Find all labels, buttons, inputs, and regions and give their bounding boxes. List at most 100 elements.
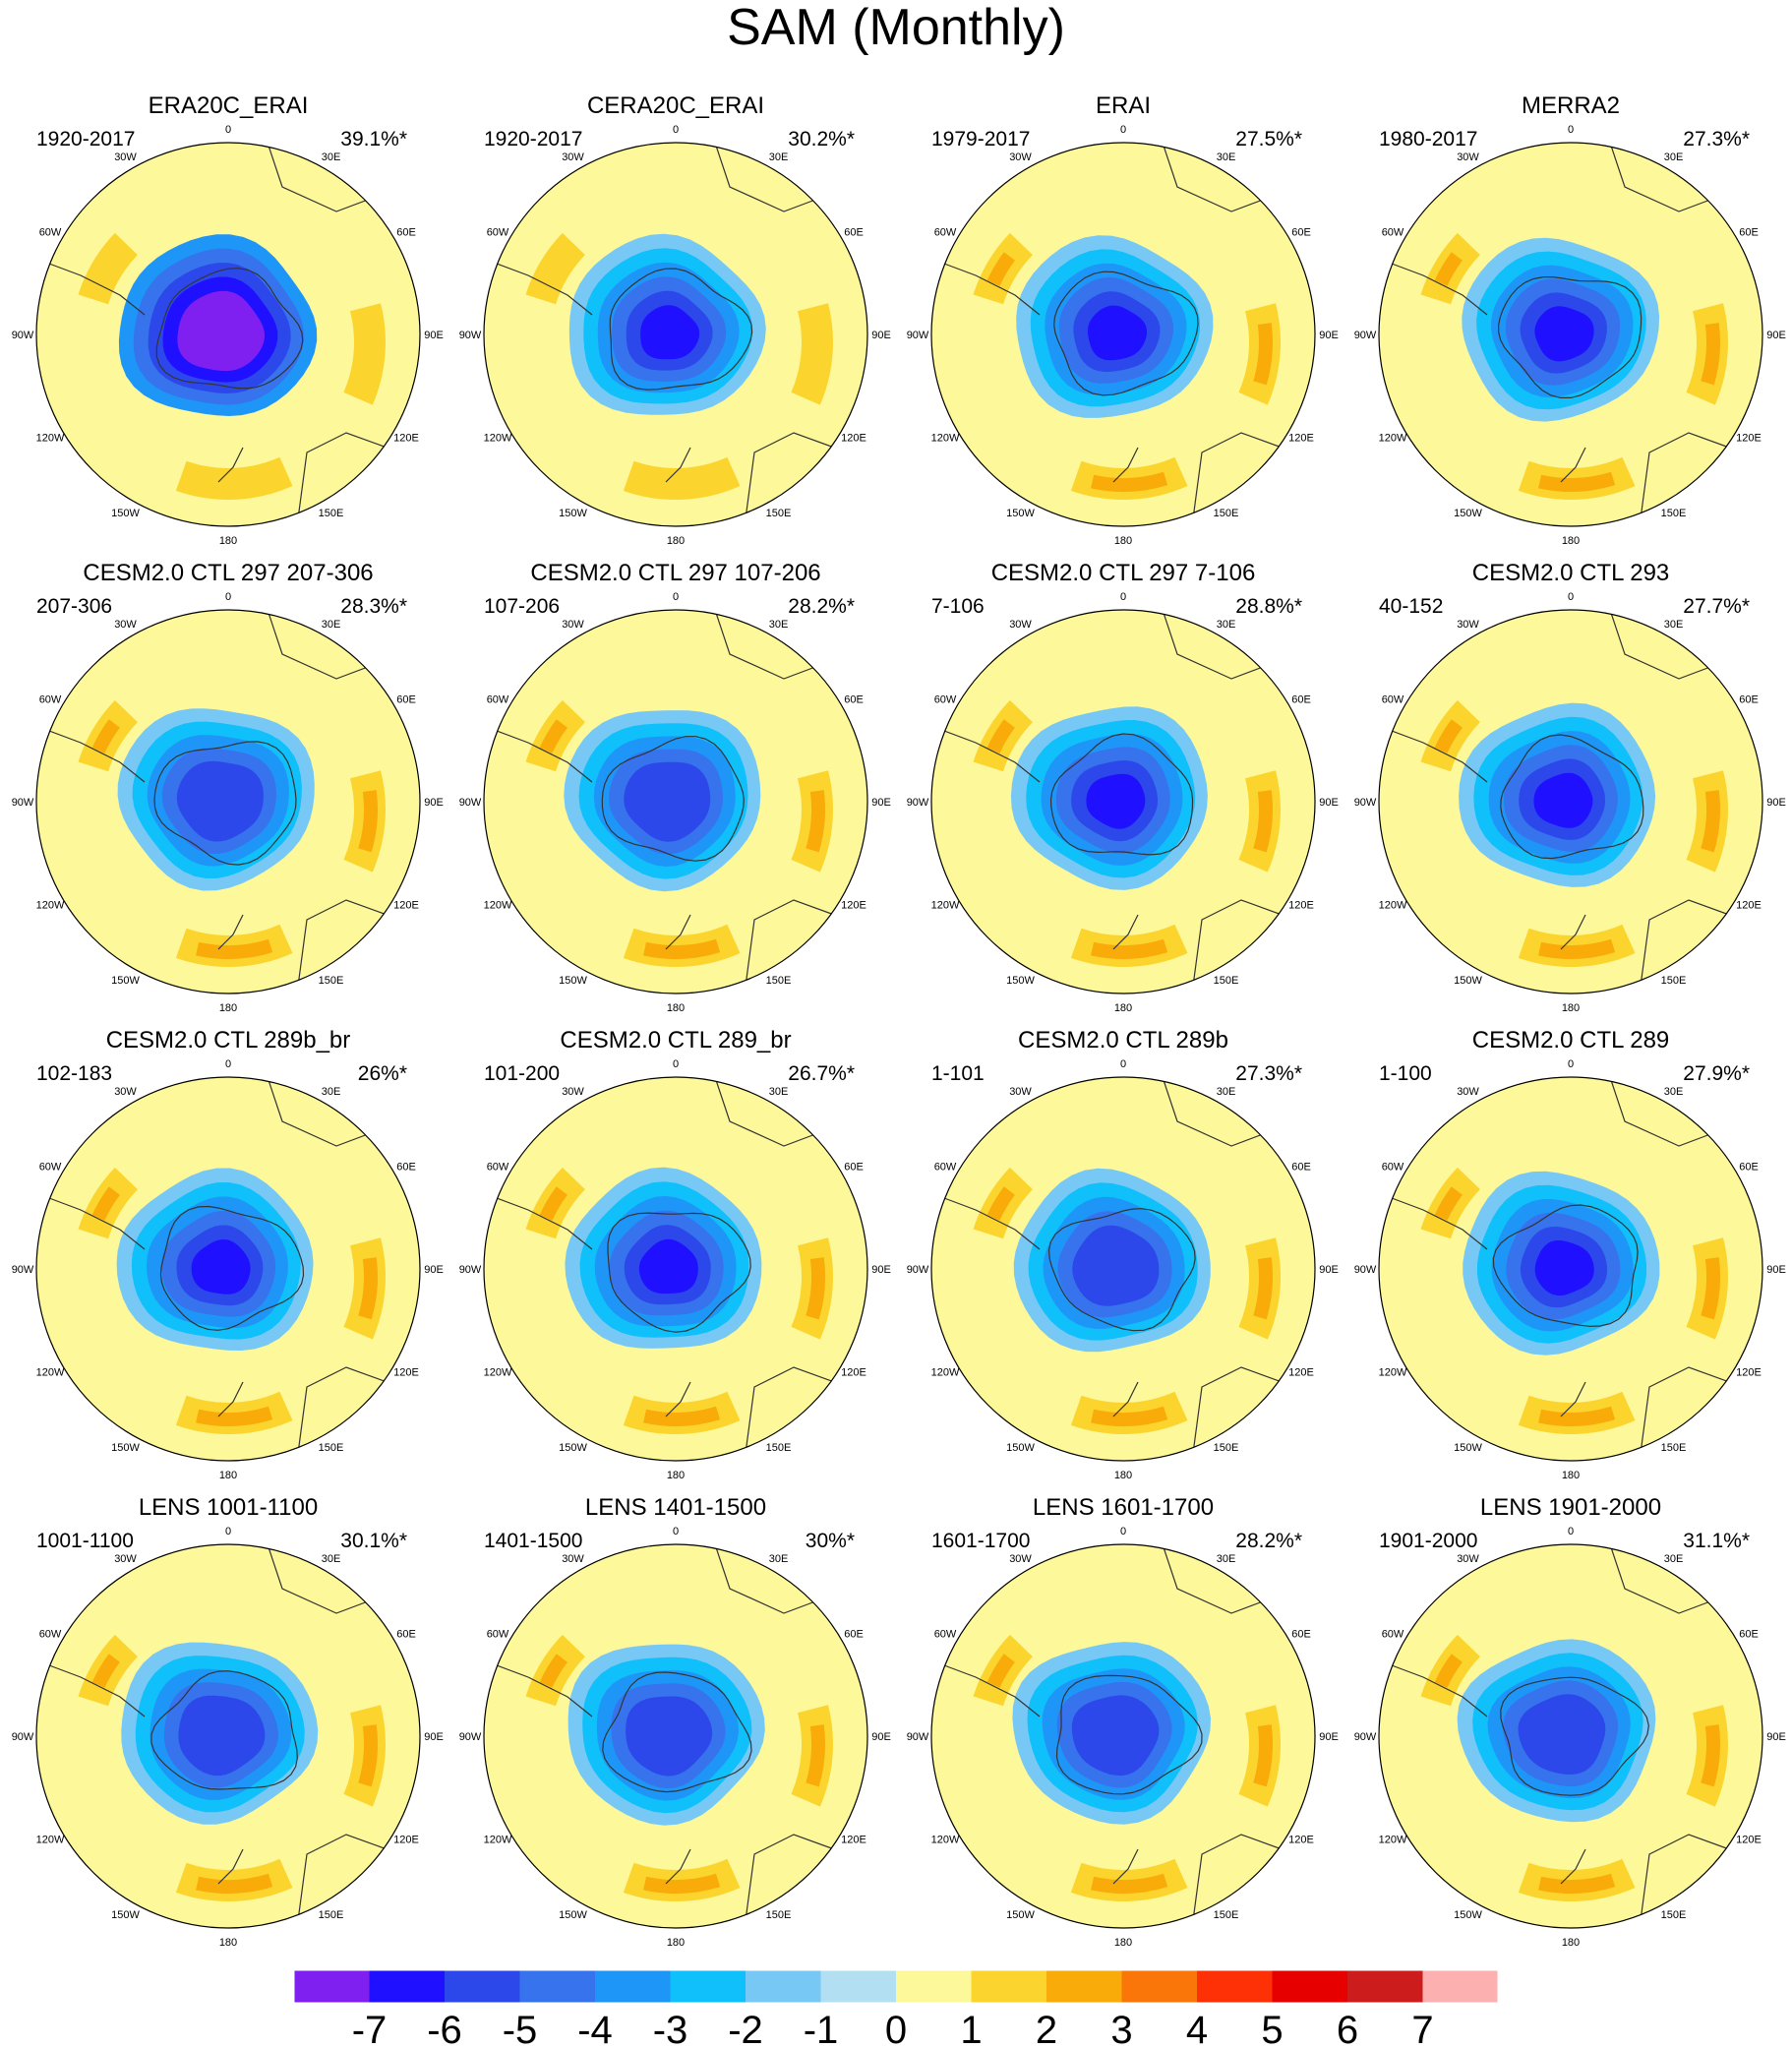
longitude-label: 120W: [1379, 1835, 1407, 1846]
longitude-label: 60W: [487, 227, 509, 239]
longitude-label: 60W: [934, 1629, 957, 1641]
colorbar-label: -3: [653, 2009, 688, 2048]
positive-anomaly-band: [358, 1724, 378, 1787]
panel-title: LENS 1001-1100: [139, 1494, 318, 1521]
positive-anomaly-band: [1091, 1406, 1168, 1426]
antarctica-coastline: [1500, 1676, 1649, 1796]
longitude-label: 90W: [1354, 797, 1377, 809]
longitude-label: 150E: [1214, 1442, 1239, 1454]
map-field: [484, 1077, 867, 1461]
positive-anomaly-band: [806, 790, 825, 853]
longitude-label: 30W: [562, 1086, 584, 1098]
longitude-label: 180: [1562, 535, 1580, 547]
longitude-label: 90W: [12, 1731, 34, 1743]
australia-coastline: [1191, 899, 1296, 994]
longitude-label: 150W: [559, 975, 587, 987]
longitude-label: 150W: [111, 508, 140, 519]
positive-anomaly-band: [1434, 719, 1463, 753]
longitude-label: 60W: [39, 1629, 62, 1641]
longitude-label: 60W: [487, 1162, 509, 1174]
new-zealand-coastline: [217, 447, 244, 483]
positive-anomaly-band: [343, 303, 387, 405]
panel-period: 107-206: [484, 595, 560, 618]
australia-coastline: [1639, 899, 1744, 994]
longitude-label: 0: [1120, 1526, 1126, 1537]
new-zealand-coastline: [1112, 1848, 1139, 1885]
positive-anomaly-band: [196, 1406, 273, 1426]
longitude-label: 120E: [393, 433, 419, 445]
south-america-coastline: [488, 260, 593, 316]
longitude-label: 0: [1120, 124, 1126, 136]
antarctica-coastline: [155, 268, 304, 390]
longitude-label: 90W: [907, 797, 929, 809]
longitude-label: 150W: [559, 1909, 587, 1921]
longitude-label: 150E: [766, 1909, 792, 1921]
panel-period: 1-100: [1379, 1062, 1432, 1085]
colorbar-swatch: [1272, 1970, 1347, 2003]
map-border: [35, 1076, 421, 1462]
panel-title: ERAI: [1096, 92, 1151, 119]
longitude-label: 30E: [322, 1086, 341, 1098]
longitude-label: 60W: [934, 1162, 957, 1174]
longitude-label: 120E: [393, 1835, 419, 1846]
longitude-label: 30W: [562, 619, 584, 631]
positive-anomaly-band: [986, 719, 1015, 753]
negative-anomaly-contour: [1071, 1695, 1160, 1777]
longitude-label: 120E: [1288, 1835, 1314, 1846]
longitude-label: 0: [673, 1058, 679, 1070]
longitude-label: 180: [667, 1470, 685, 1481]
positive-anomaly-band: [539, 719, 567, 753]
longitude-label: 60E: [1291, 1629, 1311, 1641]
longitude-label: 30E: [1217, 1086, 1236, 1098]
map-field: [1379, 1544, 1762, 1928]
positive-anomaly-band: [1434, 1654, 1463, 1688]
map-border: [483, 609, 868, 994]
longitude-label: 90W: [459, 330, 482, 341]
positive-anomaly-band: [986, 1654, 1015, 1688]
colorbar-swatch: [519, 1970, 595, 2003]
antarctica-coastline: [607, 1212, 751, 1333]
longitude-label: 60E: [1739, 1629, 1759, 1641]
negative-anomaly-contour: [1087, 305, 1147, 361]
longitude-label: 60E: [1291, 694, 1311, 706]
panel-variance: 27.5%*: [1235, 128, 1302, 151]
map-border: [35, 1543, 421, 1929]
australia-coastline: [1639, 432, 1744, 526]
longitude-label: 150W: [1454, 975, 1482, 987]
longitude-label: 30W: [1009, 151, 1032, 163]
longitude-label: 90E: [424, 1264, 444, 1276]
longitude-label: 120W: [36, 1367, 65, 1379]
panel-variance: 27.9%*: [1683, 1062, 1750, 1085]
panel-variance: 27.3%*: [1683, 128, 1750, 151]
longitude-label: 120W: [484, 1835, 512, 1846]
panel-period: 1-101: [931, 1062, 985, 1085]
longitude-label: 30E: [769, 619, 789, 631]
colorbar-label: 1: [960, 2009, 982, 2048]
longitude-label: 120W: [1379, 900, 1407, 912]
positive-anomaly-band: [806, 1724, 826, 1787]
colorbar-label: 3: [1110, 2009, 1132, 2048]
colorbar-label: 2: [1036, 2009, 1057, 2048]
map-panel: CESM2.0 CTL 289 1-100 27.9%* 0 30E 60E 90E 120E…: [1354, 1027, 1786, 1481]
colorbar-label: -5: [503, 2009, 538, 2048]
panel-period: 1601-1700: [931, 1530, 1030, 1552]
longitude-label: 120E: [1288, 1367, 1314, 1379]
longitude-label: 90W: [1354, 1264, 1377, 1276]
africa-coastline: [267, 1077, 377, 1147]
longitude-label: 150W: [111, 1909, 140, 1921]
longitude-label: 60E: [1291, 1162, 1311, 1174]
panel-period: 1979-2017: [931, 128, 1030, 151]
positive-anomaly-band: [91, 1186, 120, 1221]
panel-variance: 27.3%*: [1235, 1062, 1302, 1085]
longitude-label: 30E: [1664, 1086, 1684, 1098]
panel-variance: 26.7%*: [788, 1062, 855, 1085]
longitude-label: 90W: [907, 1731, 929, 1743]
new-zealand-coastline: [1560, 447, 1586, 483]
colorbar-swatch: [896, 1970, 972, 2003]
new-zealand-coastline: [665, 1381, 691, 1417]
africa-coastline: [714, 1544, 824, 1614]
map-border: [483, 142, 868, 527]
africa-coastline: [1162, 1544, 1272, 1614]
longitude-label: 150E: [766, 1442, 792, 1454]
